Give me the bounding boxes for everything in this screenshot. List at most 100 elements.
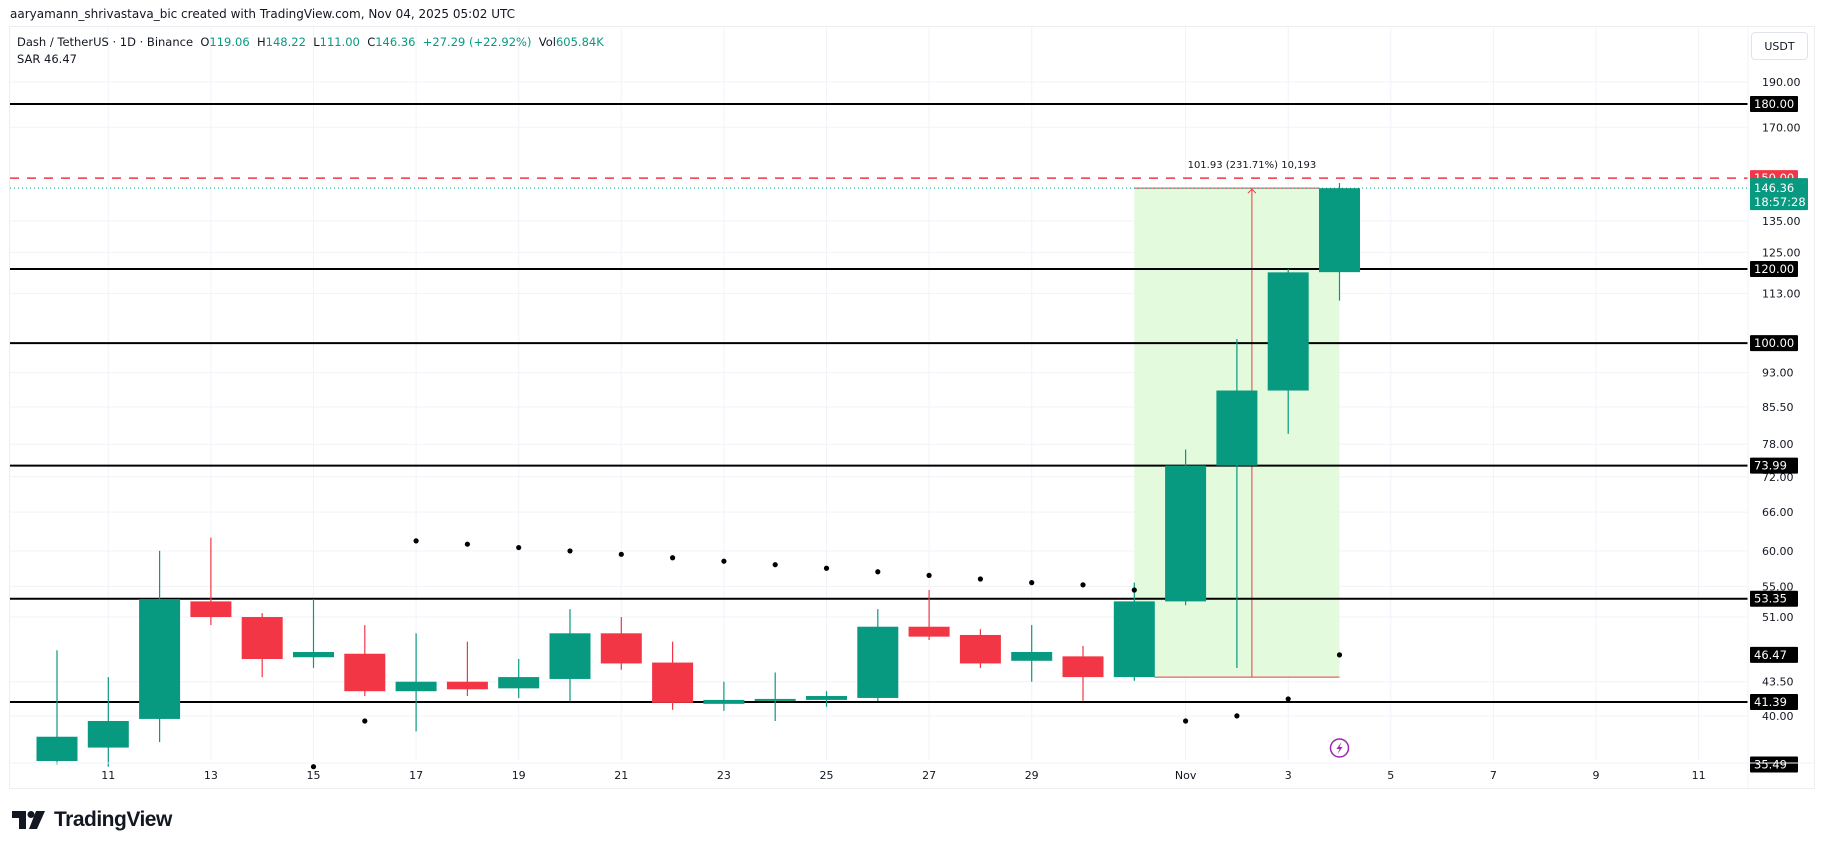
candle[interactable] bbox=[806, 691, 847, 707]
legend-low-label: L bbox=[313, 35, 320, 49]
candle-body bbox=[1267, 272, 1309, 391]
chart-credit: aaryamann_shrivastava_bic created with T… bbox=[10, 7, 516, 21]
price-tag-35.49[interactable]: 35.49 bbox=[1750, 756, 1798, 773]
price-axis-tick: 113.00 bbox=[1762, 287, 1801, 300]
price-tag-73.99[interactable]: 73.99 bbox=[1750, 457, 1798, 474]
currency-button[interactable]: USDT bbox=[1751, 32, 1808, 60]
time-axis-tick: 15 bbox=[307, 769, 321, 782]
candle[interactable] bbox=[1165, 449, 1207, 606]
candle[interactable] bbox=[293, 599, 334, 668]
tradingview-logo[interactable]: TradingView bbox=[12, 808, 172, 832]
price-axis-tick: 72.00 bbox=[1762, 471, 1794, 484]
candle-body bbox=[190, 601, 232, 618]
candle[interactable] bbox=[190, 537, 232, 626]
price-tag-180.00-bg bbox=[1750, 96, 1798, 113]
sar-dot bbox=[516, 544, 522, 551]
last-price-countdown: 18:57:28 bbox=[1754, 195, 1806, 209]
measure-label: 101.93 (231.71%) 10,193 bbox=[1188, 160, 1317, 171]
time-axis-tick: 5 bbox=[1387, 769, 1394, 782]
candle-body bbox=[241, 617, 283, 660]
price-axis[interactable]: 190.00 170.00 135.00 125.00 113.00 93.00 85.50… bbox=[1762, 76, 1801, 723]
time-axis-tick: 29 bbox=[1025, 769, 1039, 782]
candle[interactable] bbox=[908, 590, 950, 641]
price-tag-41.39-text: 41.39 bbox=[1754, 695, 1787, 709]
price-tag-53.35-text: 53.35 bbox=[1754, 592, 1787, 606]
price-axis-tick: 85.50 bbox=[1762, 401, 1794, 414]
legend-symbol[interactable]: Dash / TetherUS · 1D · Binance bbox=[17, 35, 194, 49]
price-axis-tick: 60.00 bbox=[1762, 545, 1794, 558]
time-axis-tick: 13 bbox=[204, 769, 218, 782]
time-axis[interactable]: 11 13 15 17 19 21 23 25 27 29 Nov 3 5 7 9 11 bbox=[101, 769, 1705, 782]
sar-dot bbox=[1183, 718, 1189, 724]
legend-volume-label: Vol bbox=[538, 35, 556, 49]
price-tag-41.39[interactable]: 41.39 bbox=[1750, 693, 1798, 710]
sar-dot bbox=[1029, 580, 1035, 586]
candle[interactable] bbox=[1011, 625, 1053, 682]
candle[interactable] bbox=[446, 641, 488, 697]
price-axis-tick: 78.00 bbox=[1762, 438, 1794, 451]
candle[interactable] bbox=[600, 617, 642, 670]
candle[interactable] bbox=[959, 629, 1001, 668]
candle-body bbox=[1113, 601, 1155, 678]
price-tag-180.00[interactable]: 180.00 bbox=[1750, 96, 1798, 113]
price-tag-180.00-text: 180.00 bbox=[1754, 97, 1794, 111]
time-axis-tick: 27 bbox=[922, 769, 936, 782]
candle[interactable] bbox=[344, 625, 386, 697]
time-axis-tick: 17 bbox=[409, 769, 423, 782]
price-axis-tick: 43.50 bbox=[1762, 676, 1794, 689]
price-axis-tick: 170.00 bbox=[1762, 121, 1801, 134]
candle[interactable] bbox=[36, 650, 78, 765]
time-axis-tick: Nov bbox=[1175, 769, 1197, 782]
candle[interactable] bbox=[1113, 582, 1155, 681]
candle-body bbox=[139, 599, 181, 719]
candle[interactable] bbox=[395, 633, 437, 732]
sar-dot bbox=[618, 551, 624, 557]
candles[interactable] bbox=[36, 183, 1361, 767]
price-axis-tick: 55.00 bbox=[1762, 580, 1794, 593]
legend-low: 111.00 bbox=[319, 35, 360, 49]
candle[interactable] bbox=[139, 550, 181, 743]
event-lightning-icon[interactable] bbox=[1329, 738, 1350, 758]
last-price-tag-bg bbox=[1750, 178, 1808, 211]
candle[interactable] bbox=[1319, 183, 1360, 301]
price-tag-35.49-bg bbox=[1750, 756, 1798, 773]
candle-body bbox=[1319, 188, 1360, 273]
candle[interactable] bbox=[1267, 268, 1309, 434]
candle[interactable] bbox=[241, 613, 283, 678]
price-tag-46.47[interactable]: 46.47 bbox=[1750, 646, 1798, 663]
legend-open-label: O bbox=[200, 35, 210, 49]
price-axis-tick: 125.00 bbox=[1762, 246, 1801, 259]
candle[interactable] bbox=[754, 672, 796, 721]
candle[interactable] bbox=[1062, 645, 1104, 701]
price-tag-53.35-bg bbox=[1750, 590, 1798, 607]
tradingview-logo-icon bbox=[12, 811, 45, 829]
price-axis-tick: 40.00 bbox=[1762, 710, 1794, 723]
price-tag-53.35[interactable]: 53.35 bbox=[1750, 590, 1798, 607]
legend-indicator-sar[interactable]: SAR 46.47 bbox=[17, 52, 77, 66]
legend-volume: 605.84K bbox=[555, 35, 604, 49]
time-axis-tick: 11 bbox=[101, 769, 115, 782]
price-tag-35.49-text: 35.49 bbox=[1754, 758, 1787, 772]
candle[interactable] bbox=[498, 659, 540, 698]
time-axis-tick: 21 bbox=[614, 769, 628, 782]
price-tag-73.99-text: 73.99 bbox=[1754, 459, 1787, 473]
candle[interactable] bbox=[857, 609, 899, 701]
price-tag-120.00[interactable]: 120.00 bbox=[1750, 260, 1798, 277]
time-axis-tick: 3 bbox=[1285, 769, 1292, 782]
candle-body bbox=[498, 677, 540, 689]
candle-body bbox=[549, 633, 591, 679]
candle[interactable] bbox=[703, 681, 745, 711]
candle[interactable] bbox=[87, 677, 129, 767]
time-axis-tick: 25 bbox=[820, 769, 834, 782]
candle-body bbox=[857, 626, 899, 698]
candle[interactable] bbox=[652, 641, 694, 710]
sar-dot bbox=[362, 718, 368, 724]
sar-dot bbox=[670, 555, 676, 561]
price-tag-100.00[interactable]: 100.00 bbox=[1750, 335, 1798, 352]
candle[interactable] bbox=[1216, 339, 1258, 668]
candle-body bbox=[959, 634, 1001, 664]
candle[interactable] bbox=[549, 609, 591, 701]
sar-indicator[interactable] bbox=[310, 538, 1343, 770]
